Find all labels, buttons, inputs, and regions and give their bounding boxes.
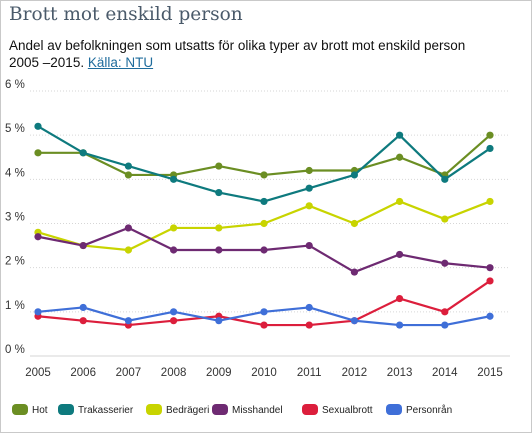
data-point (124, 224, 132, 232)
data-point (124, 171, 132, 179)
legend-swatch (58, 404, 74, 415)
data-point (350, 171, 358, 179)
data-point (305, 184, 313, 192)
data-point (34, 233, 42, 241)
data-point (486, 144, 494, 153)
data-point (79, 149, 87, 157)
chart-subtitle: Andel av befolkningen som utsatts för ol… (9, 37, 489, 71)
data-point (441, 308, 449, 316)
legend-swatch (12, 404, 28, 415)
data-point (170, 246, 178, 254)
legend-label: Personrån (406, 404, 452, 416)
y-tick-label: 0 % (5, 344, 25, 356)
data-point (486, 312, 494, 320)
data-point (305, 321, 313, 329)
data-point (441, 259, 449, 267)
data-point (215, 162, 223, 170)
data-point (215, 188, 223, 197)
legend-swatch (212, 404, 228, 415)
data-point (350, 219, 358, 228)
data-point (170, 317, 178, 325)
data-point (260, 308, 268, 316)
x-tick-label: 2007 (116, 367, 142, 379)
x-tick-label: 2009 (206, 367, 232, 379)
data-point (34, 149, 42, 157)
y-tick-label: 5 % (5, 123, 25, 135)
x-tick-label: 2010 (251, 367, 277, 379)
y-tick-label: 2 % (5, 256, 25, 268)
data-point (396, 197, 404, 206)
y-tick-label: 3 % (5, 212, 25, 224)
data-point (396, 321, 404, 329)
x-tick-label: 2013 (387, 367, 413, 379)
x-tick-label: 2011 (297, 367, 322, 379)
legend-swatch (302, 404, 318, 415)
x-tick-label: 2015 (477, 367, 503, 379)
data-point (34, 308, 42, 316)
data-point (305, 241, 313, 250)
data-point (441, 215, 449, 223)
data-point (124, 246, 132, 254)
data-point (124, 317, 132, 325)
data-point (79, 303, 87, 312)
data-point (34, 122, 42, 130)
source-link[interactable]: Källa: NTU (87, 55, 154, 70)
y-tick-label: 1 % (5, 300, 25, 312)
y-tick-label: 6 % (5, 79, 25, 91)
legend-label: Sexualbrott (322, 405, 373, 416)
data-point (79, 317, 87, 325)
x-tick-label: 2006 (70, 367, 96, 379)
legend-label: Misshandel (232, 405, 283, 416)
data-point (486, 277, 494, 285)
data-point (260, 171, 268, 179)
data-point (170, 224, 178, 232)
series-line (37, 280, 491, 327)
data-point (170, 175, 178, 183)
x-tick-label: 2014 (432, 367, 458, 379)
data-point (350, 317, 358, 325)
data-point (260, 246, 268, 254)
x-tick-label: 2012 (342, 367, 368, 379)
data-point (215, 224, 223, 232)
data-point (215, 317, 223, 325)
data-point (215, 246, 223, 254)
legend-swatch (386, 404, 402, 415)
subtitle-text: Andel av befolkningen som utsatts för ol… (9, 38, 466, 70)
data-point (441, 175, 449, 183)
data-point (260, 197, 268, 206)
legend-label: Hot (32, 405, 48, 416)
data-point (305, 202, 313, 210)
data-point (79, 241, 87, 250)
legend-swatch (146, 404, 162, 415)
data-point (486, 197, 494, 206)
data-point (305, 166, 313, 175)
data-point (396, 131, 404, 139)
legend-label: Trakasserier (78, 405, 134, 416)
x-tick-label: 2005 (25, 367, 51, 379)
x-tick-label: 2008 (161, 367, 187, 379)
data-point (170, 308, 178, 316)
legend-label: Bedrägeri (166, 405, 209, 416)
data-point (486, 264, 494, 272)
y-tick-label: 4 % (5, 167, 25, 179)
data-point (441, 321, 449, 329)
data-point (396, 294, 404, 303)
data-point (486, 131, 494, 139)
series-line (38, 134, 491, 177)
data-point (260, 321, 268, 329)
data-point (396, 153, 404, 161)
data-point (305, 303, 313, 312)
data-point (396, 250, 404, 259)
data-point (124, 162, 132, 170)
data-point (260, 219, 268, 228)
data-point (350, 268, 358, 276)
chart-title: Brott mot enskild person (9, 4, 243, 25)
